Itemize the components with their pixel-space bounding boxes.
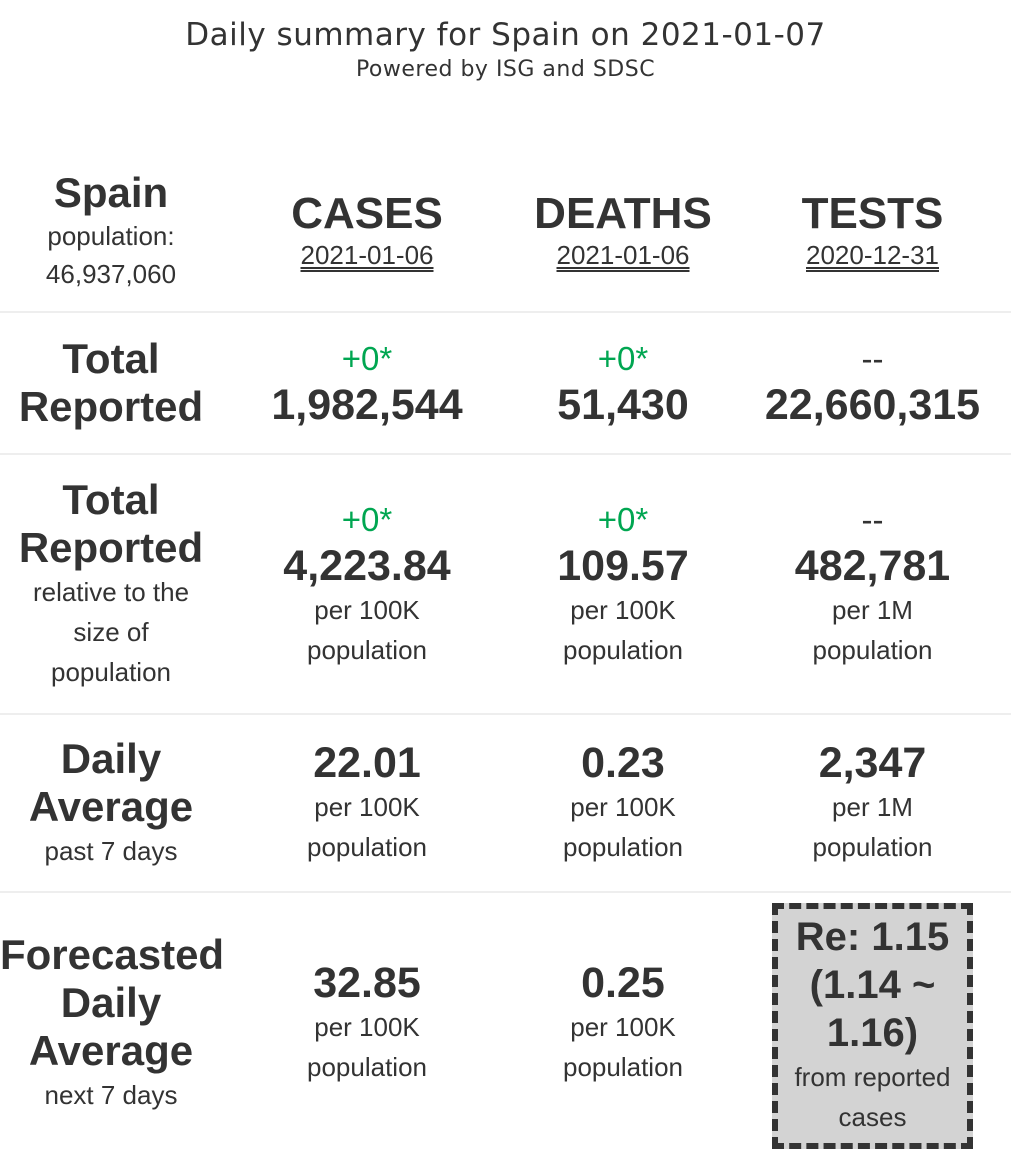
population-value: 46,937,060 — [45, 258, 177, 289]
unit-line: per 1M — [832, 792, 913, 822]
unit-line: population — [812, 832, 933, 862]
re-note-line: from reported — [794, 1062, 951, 1092]
total-reported-row: Total Reported +0* 1,982,544 +0* 51,430 … — [0, 311, 1011, 454]
unit-line: per 100K — [570, 595, 676, 625]
cases-delta: +0* — [341, 340, 393, 377]
relative-label: Total Reported relative to the size of p… — [0, 453, 222, 714]
total-cases-cell: +0* 1,982,544 — [222, 311, 512, 454]
relative-tests-cell: -- 482,781 per 1M population — [734, 453, 1011, 714]
tests-total-value: 22,660,315 — [764, 381, 981, 429]
daily-average-row: Daily Average past 7 days 22.01 per 100K… — [0, 713, 1011, 892]
relative-row: Total Reported relative to the size of p… — [0, 453, 1011, 714]
unit-line: population — [563, 1051, 683, 1082]
population-label: population: — [47, 220, 175, 251]
deaths-header: DEATHS 2021-01-06 — [512, 150, 734, 312]
unit-line: per 1M — [832, 595, 913, 625]
tests-daily-value: 2,347 — [818, 739, 927, 787]
forecast-cases-cell: 32.85 per 100K population — [222, 891, 512, 1152]
row-title-line: Average — [28, 783, 194, 830]
daily-average-label: Daily Average past 7 days — [0, 713, 222, 892]
forecast-re-cell: Re: 1.15 (1.14 ~ 1.16) from reported cas… — [734, 891, 1011, 1152]
total-tests-cell: -- 22,660,315 — [734, 311, 1011, 454]
row-title-line: Forecasted — [0, 930, 225, 978]
daily-cases-cell: 22.01 per 100K population — [222, 713, 512, 892]
country-cell: Spain population: 46,937,060 — [0, 150, 222, 312]
re-estimate-box: Re: 1.15 (1.14 ~ 1.16) from reported cas… — [772, 903, 973, 1149]
cases-forecast-value: 32.85 — [313, 958, 421, 1007]
forecast-label: Forecasted Daily Average next 7 days — [0, 891, 225, 1152]
country-name: Spain — [53, 168, 169, 216]
tests-delta: -- — [861, 501, 884, 538]
deaths-date: 2021-01-06 — [556, 239, 690, 270]
unit-line: population — [812, 635, 933, 665]
total-reported-label: Total Reported — [0, 311, 222, 454]
unit-line: population — [563, 635, 683, 665]
relative-cases-cell: +0* 4,223.84 per 100K population — [222, 453, 512, 714]
relative-deaths-cell: +0* 109.57 per 100K population — [512, 453, 734, 714]
cases-relative-value: 4,223.84 — [283, 542, 451, 590]
deaths-relative-value: 109.57 — [557, 542, 689, 590]
cases-header: CASES 2021-01-06 — [222, 150, 512, 312]
unit-line: per 100K — [314, 595, 420, 625]
row-title-line: Total — [62, 476, 160, 523]
row-title-line: Average — [28, 1026, 194, 1074]
daily-deaths-cell: 0.23 per 100K population — [512, 713, 734, 892]
unit-line: population — [307, 832, 427, 862]
cases-delta: +0* — [341, 501, 393, 538]
row-subtitle-line: population — [51, 657, 171, 687]
deaths-delta: +0* — [597, 501, 649, 538]
cases-title: CASES — [291, 188, 443, 238]
total-deaths-cell: +0* 51,430 — [512, 311, 734, 454]
deaths-total-value: 51,430 — [557, 381, 689, 429]
daily-tests-cell: 2,347 per 1M population — [734, 713, 1011, 892]
tests-date: 2020-12-31 — [806, 239, 939, 270]
page-title: Daily summary for Spain on 2021-01-07 — [185, 17, 826, 53]
row-title-line: Reported — [18, 524, 204, 571]
header-row: Spain population: 46,937,060 CASES 2021-… — [0, 150, 1011, 312]
re-range-line: 1.16) — [826, 1011, 919, 1055]
page-header: Daily summary for Spain on 2021-01-07 Po… — [0, 14, 1011, 84]
summary-table: Spain population: 46,937,060 CASES 2021-… — [0, 150, 1011, 1152]
unit-line: per 100K — [570, 792, 676, 822]
page-subtitle: Powered by ISG and SDSC — [355, 57, 656, 82]
row-subtitle-line: next 7 days — [44, 1079, 178, 1110]
tests-header: TESTS 2020-12-31 — [734, 150, 1011, 312]
unit-line: per 100K — [570, 1011, 676, 1042]
unit-line: population — [307, 1051, 427, 1082]
unit-line: per 100K — [314, 792, 420, 822]
row-title-line: Total — [62, 335, 160, 382]
row-subtitle-line: size of — [73, 617, 149, 647]
cases-total-value: 1,982,544 — [271, 381, 463, 429]
row-subtitle-line: relative to the — [32, 577, 190, 607]
tests-delta: -- — [861, 340, 884, 377]
unit-line: population — [307, 635, 427, 665]
deaths-daily-value: 0.23 — [581, 739, 665, 787]
deaths-title: DEATHS — [534, 188, 712, 238]
row-title-line: Reported — [18, 383, 204, 430]
cases-daily-value: 22.01 — [313, 739, 421, 787]
forecast-deaths-cell: 0.25 per 100K population — [512, 891, 734, 1152]
cases-date: 2021-01-06 — [300, 239, 434, 270]
tests-title: TESTS — [801, 188, 944, 238]
tests-relative-value: 482,781 — [794, 542, 951, 590]
row-title-line: Daily — [60, 735, 162, 782]
unit-line: per 100K — [314, 1011, 420, 1042]
re-range-line: (1.14 ~ — [809, 963, 936, 1007]
deaths-forecast-value: 0.25 — [581, 958, 665, 1007]
re-note-line: cases — [838, 1102, 907, 1132]
unit-line: population — [563, 832, 683, 862]
re-value-line: Re: 1.15 — [795, 915, 950, 959]
row-subtitle-line: past 7 days — [44, 836, 178, 866]
deaths-delta: +0* — [597, 340, 649, 377]
forecast-row: Forecasted Daily Average next 7 days 32.… — [0, 891, 1011, 1152]
row-title-line: Daily — [60, 978, 162, 1026]
